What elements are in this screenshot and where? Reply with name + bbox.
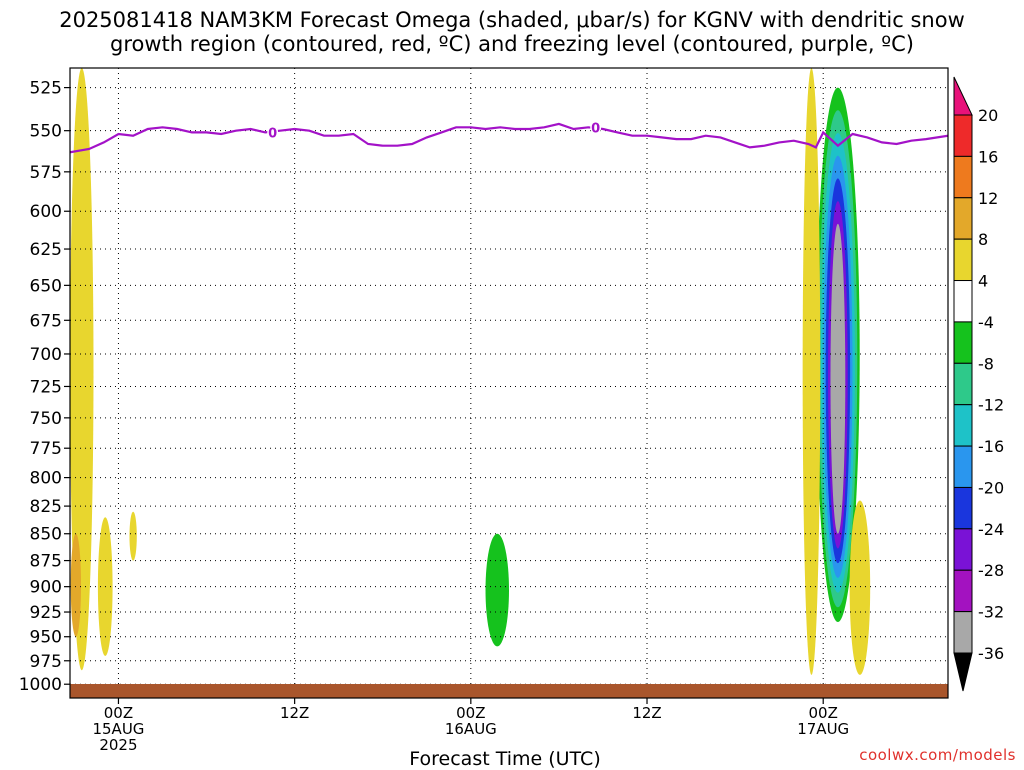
y-tick-label: 850	[30, 525, 62, 545]
colorbar-label: -16	[978, 437, 1004, 456]
y-tick-label: 950	[30, 628, 62, 648]
y-tick-label: 525	[30, 79, 62, 99]
omega-feature-10	[849, 500, 871, 675]
y-tick-label: 925	[30, 603, 62, 623]
x-tick-label: 15AUG	[92, 720, 144, 738]
colorbar-bin	[953, 611, 973, 654]
freezing-level-label: 0	[591, 121, 600, 136]
omega-feature-8-ring-6	[830, 223, 846, 534]
x-tick-label: 2025	[99, 736, 137, 754]
colorbar: 20 16 12 8 4 -4 -8 -12 -16 -20 -24 -28 -32 -36	[953, 76, 1004, 692]
colorbar-bin	[953, 238, 973, 282]
x-tick-label: 12Z	[280, 704, 309, 722]
colorbar-label: 20	[978, 106, 998, 125]
freezing-level-label: 0	[268, 126, 277, 141]
x-tick-label: 16AUG	[445, 720, 497, 738]
colorbar-bottom-arrow	[953, 652, 973, 692]
colorbar-bin	[953, 321, 973, 364]
colorbar-bin	[953, 114, 973, 157]
y-tick-label: 575	[30, 163, 62, 183]
y-tick-label: 900	[30, 578, 62, 598]
colorbar-bin	[953, 362, 973, 406]
y-tick-label: 800	[30, 469, 62, 489]
omega-feature-1	[70, 533, 82, 637]
colorbar-label: -20	[978, 478, 1004, 497]
colorbar-label: -8	[978, 354, 994, 373]
y-tick-label: 750	[30, 409, 62, 429]
colorbar-label: -36	[978, 644, 1004, 663]
colorbar-bin	[953, 155, 973, 199]
omega-feature-0	[70, 68, 94, 671]
y-axis: 525 550 575 600 625 650 675 700 725 750 775 800 825 8…	[19, 79, 70, 695]
colorbar-top-arrow	[953, 76, 973, 116]
y-tick-label: 625	[30, 240, 62, 260]
omega-feature-6	[551, 528, 576, 613]
colorbar-bin	[953, 445, 973, 488]
x-tick-label: 12Z	[632, 704, 661, 722]
colorbar-label: -12	[978, 396, 1004, 415]
x-tick-label: 17AUG	[797, 720, 849, 738]
y-tick-label: 1000	[19, 675, 62, 695]
freezing-level-line	[70, 122, 948, 154]
x-tick-label: 00Z	[809, 704, 838, 722]
colorbar-bin	[953, 280, 973, 323]
y-tick-label: 725	[30, 377, 62, 397]
colorbar-label: -28	[978, 561, 1004, 580]
colorbar-label: 16	[978, 147, 998, 166]
credit-text: coolwx.com/models	[859, 746, 1016, 764]
y-tick-label: 675	[30, 311, 62, 331]
y-tick-label: 600	[30, 202, 62, 222]
x-axis-title: Forecast Time (UTC)	[409, 748, 601, 770]
colorbar-label: 8	[978, 230, 988, 249]
omega-feature-9	[802, 68, 821, 675]
colorbar-label: -4	[978, 313, 994, 332]
y-tick-label: 700	[30, 345, 62, 365]
chart-title-line-1: 2025081418 NAM3KM Forecast Omega (shaded…	[59, 8, 965, 32]
colorbar-bin	[953, 528, 973, 571]
y-tick-label: 650	[30, 276, 62, 296]
omega-feature-3	[129, 511, 137, 561]
terrain-strip	[70, 684, 948, 698]
y-tick-label: 875	[30, 552, 62, 572]
colorbar-label: 12	[978, 189, 998, 208]
y-tick-label: 975	[30, 652, 62, 672]
colorbar-bin	[953, 404, 973, 447]
y-tick-label: 775	[30, 439, 62, 459]
x-tick-label: 00Z	[104, 704, 133, 722]
chart-title-line-2: growth region (contoured, red, ºC) and f…	[110, 32, 914, 56]
colorbar-label: -32	[978, 603, 1004, 622]
y-tick-label: 825	[30, 497, 62, 517]
colorbar-bin	[953, 197, 973, 240]
plot-frame	[69, 67, 949, 699]
colorbar-label: -24	[978, 520, 1004, 539]
x-tick-label: 00Z	[456, 704, 485, 722]
omega-feature-5	[485, 533, 509, 647]
y-tick-label: 550	[30, 122, 62, 142]
colorbar-label: 4	[978, 272, 988, 291]
colorbar-bin	[953, 569, 973, 613]
colorbar-bin	[953, 486, 973, 530]
grid-lines	[70, 68, 948, 698]
omega-feature-7	[745, 442, 769, 556]
